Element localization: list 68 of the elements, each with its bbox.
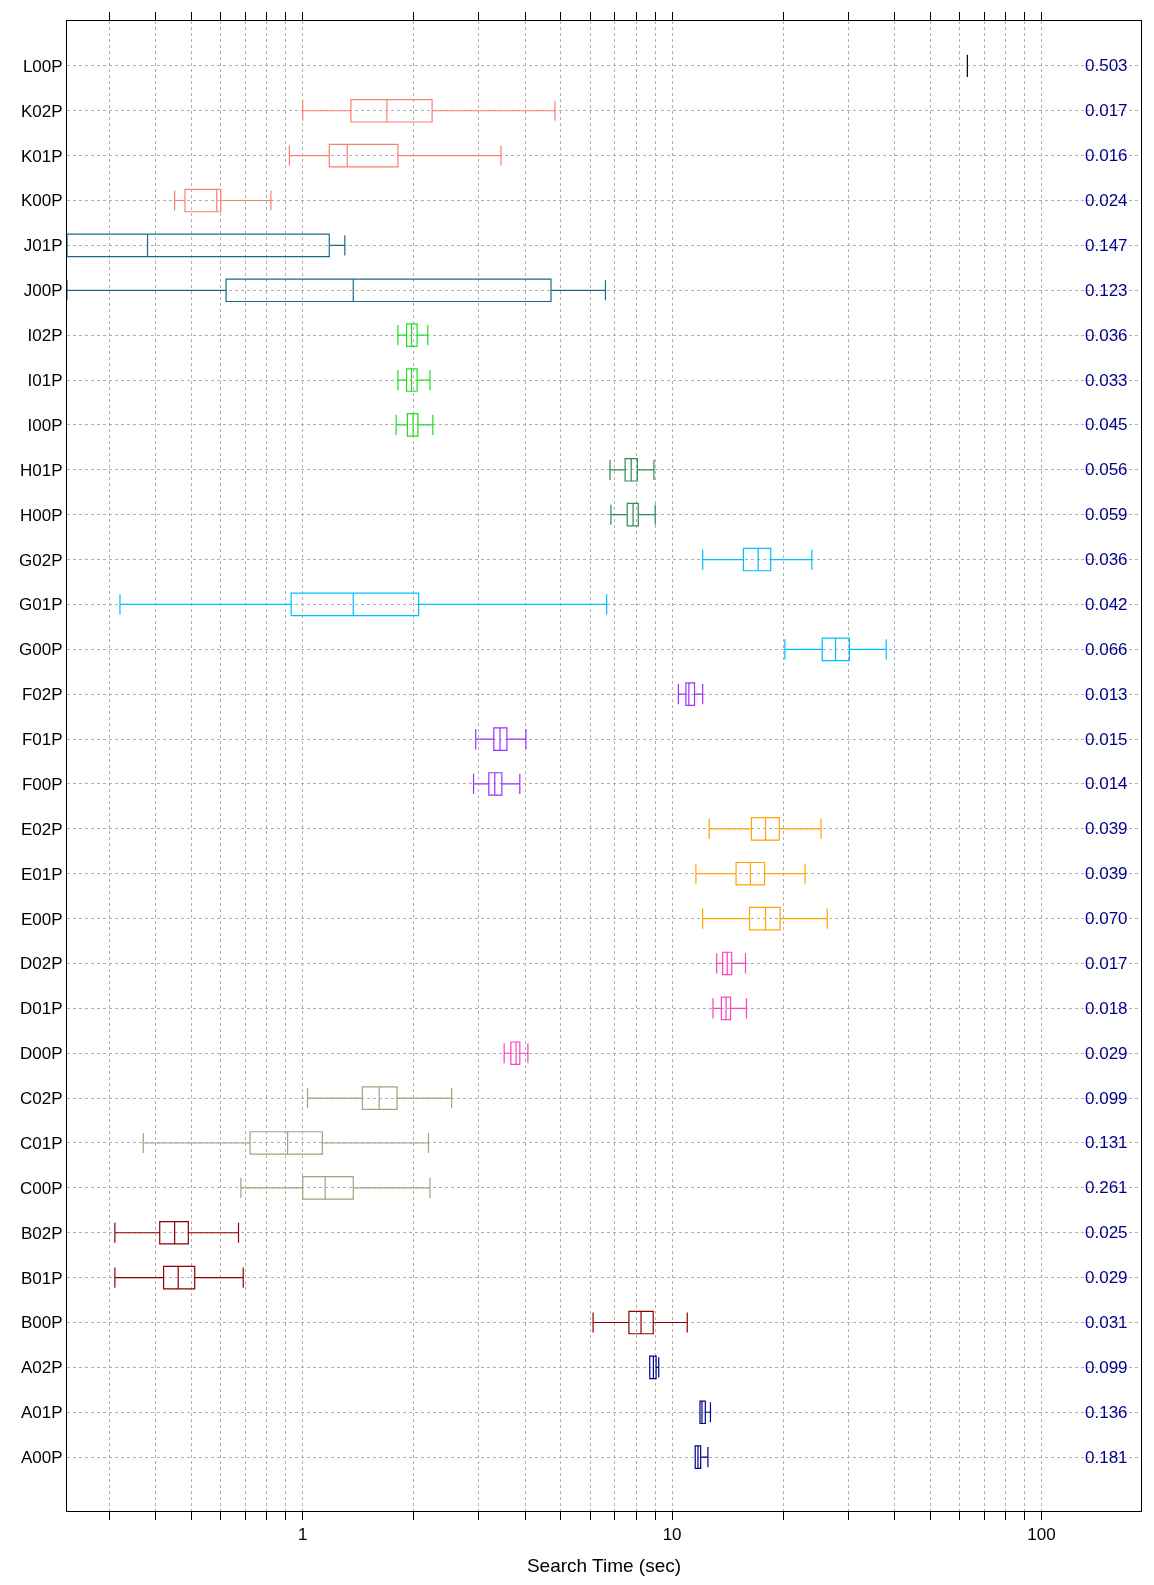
annotation: 0.042 [1085, 595, 1128, 614]
y-tick-label: K01P [21, 146, 63, 166]
annotation: 0.123 [1085, 281, 1128, 300]
y-tick-label: D00P [20, 1044, 63, 1064]
annotation: 0.181 [1085, 1448, 1128, 1467]
annotation: 0.039 [1085, 819, 1128, 838]
y-tick-label: H00P [20, 505, 63, 525]
annotation: 0.017 [1085, 954, 1128, 973]
y-tick-label: A00P [21, 1448, 63, 1468]
y-tick-label: G00P [19, 640, 63, 660]
y-tick-label: E00P [21, 909, 63, 929]
x-tick-label: 10 [662, 1525, 682, 1545]
y-tick-label: F02P [21, 685, 63, 705]
y-tick-label: G02P [19, 550, 63, 570]
annotation: 0.016 [1085, 146, 1128, 165]
annotation: 0.024 [1085, 191, 1128, 210]
y-tick-label: I02P [27, 326, 63, 346]
annotation: 0.261 [1085, 1178, 1128, 1197]
annotation: 0.056 [1085, 460, 1128, 479]
annotation: 0.036 [1085, 550, 1128, 569]
y-tick-label: L00P [22, 56, 63, 76]
annotation: 0.025 [1085, 1223, 1128, 1242]
y-tick-label: K00P [21, 191, 63, 211]
x-tick-label: 1 [298, 1525, 308, 1545]
y-tick-label: D01P [20, 999, 63, 1019]
y-tick-label: B00P [21, 1313, 63, 1333]
annotation: 0.033 [1085, 371, 1128, 390]
annotation: 0.503 [1085, 56, 1128, 75]
annotation: 0.029 [1085, 1044, 1128, 1063]
y-tick-label: B01P [21, 1268, 63, 1288]
y-tick-label: I01P [27, 370, 63, 390]
annotation: 0.039 [1085, 864, 1128, 883]
annotation: 0.066 [1085, 640, 1128, 659]
annotation: 0.136 [1085, 1403, 1128, 1422]
y-tick-label: B02P [21, 1223, 63, 1243]
y-tick-label: G01P [19, 595, 63, 615]
annotation: 0.059 [1085, 505, 1128, 524]
y-tick-label: A01P [21, 1403, 63, 1423]
x-axis-title: Search Time (sec) [526, 1555, 682, 1577]
y-tick-label: I00P [27, 415, 63, 435]
annotation: 0.099 [1085, 1358, 1128, 1377]
annotation: 0.013 [1085, 685, 1128, 704]
x-tick-label: 100 [1027, 1525, 1056, 1545]
annotation: 0.099 [1085, 1089, 1128, 1108]
annotation: 0.131 [1085, 1133, 1128, 1152]
y-tick-label: F01P [21, 730, 63, 750]
y-tick-label: D02P [20, 954, 63, 974]
y-tick-label: J01P [23, 236, 63, 256]
y-tick-label: J00P [23, 281, 63, 301]
annotation: 0.015 [1085, 730, 1128, 749]
annotation: 0.036 [1085, 326, 1128, 345]
annotation: 0.029 [1085, 1268, 1128, 1287]
y-tick-label: H01P [20, 460, 63, 480]
y-tick-label: C00P [20, 1178, 63, 1198]
annotation: 0.018 [1085, 999, 1128, 1018]
annotation: 0.031 [1085, 1313, 1128, 1332]
y-tick-label: F00P [21, 774, 63, 794]
y-tick-label: C01P [20, 1133, 63, 1153]
annotation: 0.147 [1085, 236, 1128, 255]
annotation: 0.014 [1085, 774, 1128, 793]
y-tick-label: E02P [21, 819, 63, 839]
y-tick-label: C02P [20, 1089, 63, 1109]
annotation: 0.017 [1085, 101, 1128, 120]
annotation: 0.070 [1085, 909, 1128, 928]
y-tick-label: E01P [21, 864, 63, 884]
y-tick-label: K02P [21, 101, 63, 121]
y-tick-label: A02P [21, 1358, 63, 1378]
annotation: 0.045 [1085, 415, 1128, 434]
